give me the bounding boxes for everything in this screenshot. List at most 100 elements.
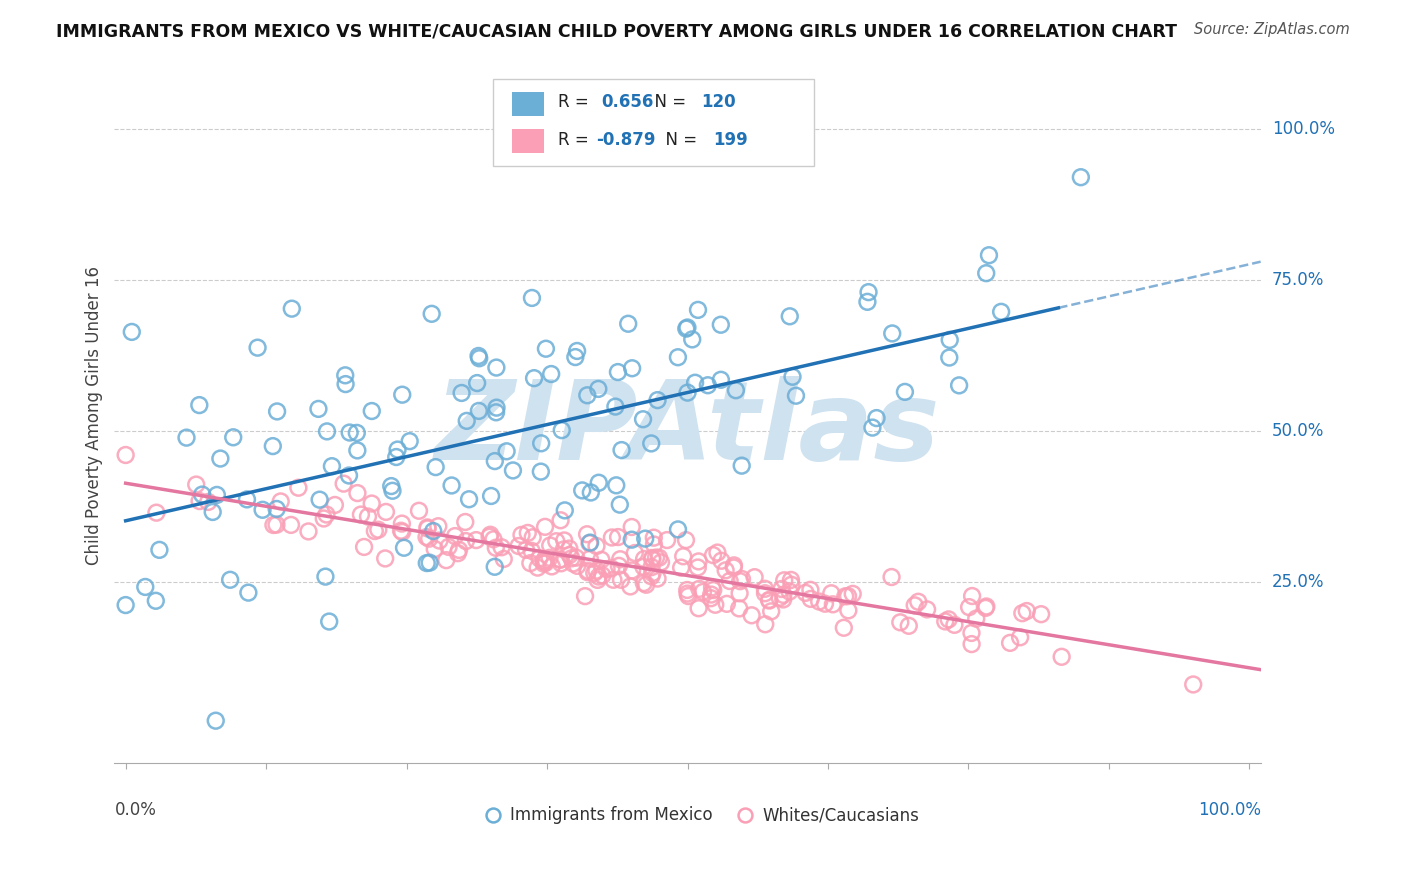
FancyBboxPatch shape: [492, 78, 814, 166]
Point: [447, 546, 470, 560]
Point: [558, 548, 581, 562]
Point: [858, 285, 880, 300]
Point: [692, 585, 714, 599]
Point: [391, 516, 413, 531]
Point: [281, 301, 304, 316]
Point: [704, 598, 727, 612]
Point: [998, 636, 1021, 650]
Point: [534, 553, 557, 567]
Y-axis label: Child Poverty Among Girls Under 16: Child Poverty Among Girls Under 16: [86, 266, 103, 566]
Point: [148, 542, 170, 557]
Text: 50.0%: 50.0%: [1272, 422, 1324, 440]
Point: [508, 539, 530, 553]
Point: [716, 597, 738, 611]
Text: 120: 120: [702, 93, 735, 111]
Text: ZIPAtlas: ZIPAtlas: [434, 376, 941, 483]
Point: [530, 465, 553, 479]
Point: [385, 450, 408, 464]
Point: [669, 560, 692, 574]
Point: [209, 451, 232, 466]
Point: [634, 532, 657, 546]
Point: [640, 436, 662, 450]
Point: [640, 569, 662, 583]
Point: [423, 542, 446, 557]
Point: [621, 564, 644, 578]
Point: [538, 550, 561, 565]
Point: [588, 382, 610, 396]
Point: [706, 545, 728, 559]
Point: [357, 509, 380, 524]
Point: [832, 621, 855, 635]
Point: [495, 444, 517, 458]
Point: [758, 593, 780, 607]
Point: [392, 541, 415, 555]
Point: [387, 442, 409, 457]
Point: [538, 539, 561, 553]
Point: [567, 558, 589, 573]
Point: [579, 485, 602, 500]
Point: [688, 601, 710, 615]
Point: [562, 557, 585, 571]
Point: [515, 542, 537, 557]
Point: [772, 588, 794, 602]
Point: [710, 318, 733, 332]
Point: [465, 533, 488, 547]
Point: [645, 550, 668, 565]
Point: [641, 552, 664, 566]
Text: N =: N =: [644, 93, 692, 111]
Point: [700, 588, 723, 602]
Point: [610, 573, 633, 587]
Point: [176, 431, 198, 445]
Point: [702, 582, 724, 597]
Point: [134, 580, 156, 594]
Point: [688, 582, 710, 596]
Point: [308, 492, 330, 507]
Text: R =: R =: [558, 130, 593, 149]
Point: [280, 517, 302, 532]
Point: [335, 377, 357, 392]
Point: [841, 587, 863, 601]
Point: [526, 560, 548, 574]
Point: [880, 570, 903, 584]
Point: [780, 573, 803, 587]
Point: [714, 563, 737, 577]
Point: [315, 508, 337, 522]
Point: [529, 551, 551, 566]
Point: [907, 595, 929, 609]
Point: [591, 568, 613, 582]
Point: [794, 586, 817, 600]
Point: [681, 332, 703, 346]
Point: [609, 498, 631, 512]
Point: [558, 541, 581, 556]
Bar: [512, 92, 544, 116]
Point: [520, 291, 543, 305]
Point: [655, 533, 678, 547]
Point: [643, 537, 665, 551]
Point: [862, 420, 884, 434]
Point: [444, 529, 467, 543]
Point: [724, 383, 747, 397]
Point: [759, 604, 782, 618]
Point: [814, 597, 837, 611]
Point: [201, 505, 224, 519]
Point: [456, 414, 478, 428]
Point: [571, 483, 593, 498]
Point: [728, 586, 751, 600]
Point: [270, 494, 292, 508]
Point: [666, 350, 689, 364]
Point: [770, 582, 793, 596]
Point: [758, 593, 780, 607]
Point: [565, 343, 588, 358]
Point: [416, 556, 439, 570]
Point: [723, 560, 745, 574]
Text: 100.0%: 100.0%: [1272, 120, 1334, 138]
Point: [948, 378, 970, 392]
Point: [346, 486, 368, 500]
Point: [510, 528, 533, 542]
Point: [440, 478, 463, 492]
Point: [710, 373, 733, 387]
Point: [754, 586, 776, 600]
Point: [297, 524, 319, 539]
Point: [318, 615, 340, 629]
Point: [565, 550, 588, 565]
